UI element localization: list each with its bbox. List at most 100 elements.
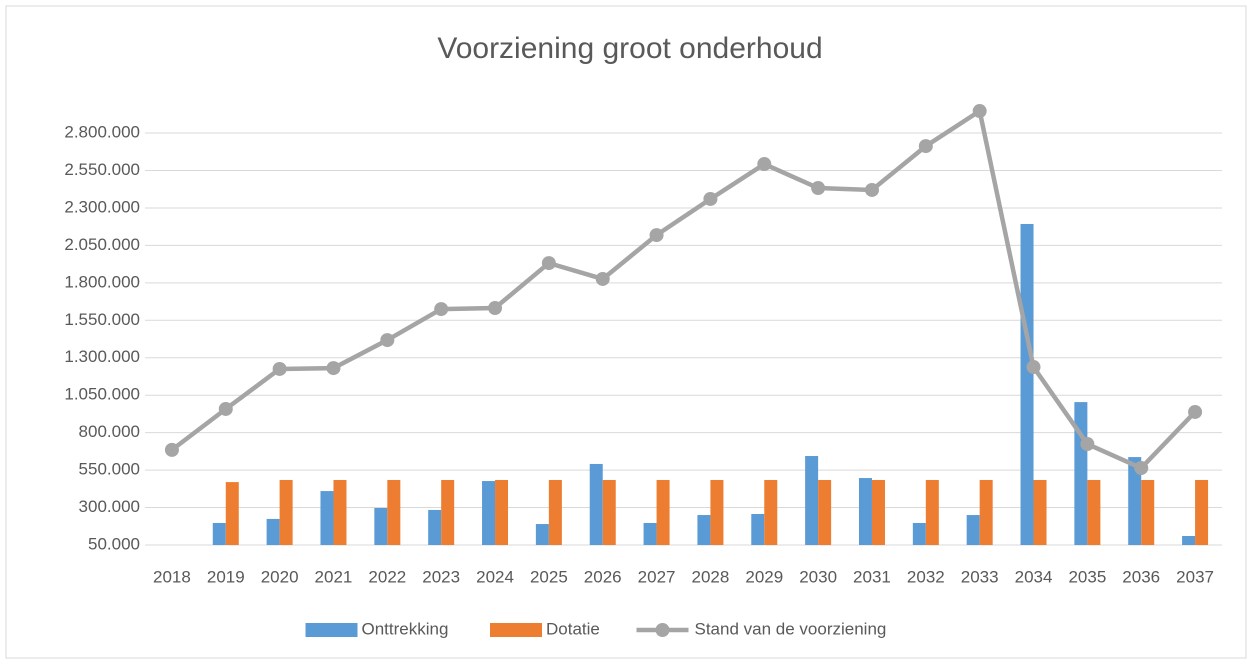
line-marker — [380, 333, 395, 348]
bar — [320, 491, 334, 545]
y-tick-label: 800.000 — [79, 422, 140, 441]
x-tick-label: 2019 — [207, 567, 245, 586]
bar — [602, 479, 616, 545]
chart-border — [5, 5, 1247, 659]
bar — [643, 522, 657, 545]
x-tick-label: 2032 — [907, 567, 945, 586]
y-tick-label: 550.000 — [79, 460, 140, 479]
y-tick-label: 50.000 — [88, 534, 140, 553]
bar — [548, 479, 562, 545]
bar — [589, 463, 603, 545]
line — [170, 107, 1197, 471]
bar — [1087, 479, 1101, 545]
x-tick-label: 2035 — [1068, 567, 1106, 586]
bar — [710, 479, 724, 545]
legend-swatch — [305, 623, 358, 637]
line-marker — [326, 361, 341, 376]
x-tick-label: 2023 — [422, 567, 460, 586]
y-tick-label: 1.800.000 — [64, 272, 140, 291]
x-tick-label: 2025 — [530, 567, 568, 586]
legend-label: Stand van de voorziening — [695, 619, 887, 638]
y-tick-label: 2.800.000 — [64, 123, 140, 142]
y-tick-label: 300.000 — [79, 497, 140, 516]
y-tick-label: 2.300.000 — [64, 197, 140, 216]
line-marker — [595, 271, 610, 286]
x-tick-label: 2029 — [745, 567, 783, 586]
bar — [482, 481, 496, 545]
x-tick-label: 2031 — [853, 567, 891, 586]
y-tick-label: 1.050.000 — [64, 385, 140, 404]
y-tick-label: 1.300.000 — [64, 347, 140, 366]
bar — [925, 479, 939, 545]
bar — [1020, 223, 1034, 545]
x-tick-label: 2033 — [961, 567, 999, 586]
bar — [387, 479, 401, 545]
bar — [858, 478, 872, 545]
bar — [656, 479, 670, 545]
bar — [871, 479, 885, 545]
bar — [535, 524, 549, 545]
bar — [966, 515, 980, 545]
line-marker — [703, 191, 718, 206]
bar — [441, 479, 455, 545]
line-marker — [1188, 404, 1203, 419]
bar — [764, 479, 778, 545]
line-marker — [864, 182, 879, 197]
chart-title: Voorziening groot onderhoud — [437, 32, 822, 65]
line-marker — [218, 401, 233, 416]
legend-label: Dotatie — [546, 619, 600, 638]
bar — [818, 479, 832, 545]
x-tick-label: 2024 — [476, 567, 514, 586]
x-tick-label: 2026 — [584, 567, 622, 586]
x-tick-label: 2030 — [799, 567, 837, 586]
bar — [1128, 457, 1142, 545]
line-marker — [1134, 461, 1149, 476]
line-marker — [757, 157, 772, 172]
bar — [279, 479, 293, 545]
bar — [1195, 479, 1209, 545]
line-marker — [488, 301, 503, 316]
bar — [333, 479, 347, 545]
bar — [979, 479, 993, 545]
line-marker — [918, 139, 933, 154]
line-marker — [1026, 360, 1041, 375]
bar — [374, 507, 388, 545]
x-tick-label: 2027 — [638, 567, 676, 586]
x-tick-label: 2020 — [261, 567, 299, 586]
y-tick-label: 1.550.000 — [64, 310, 140, 329]
bar — [751, 513, 765, 545]
line-marker — [164, 442, 179, 457]
bar — [1033, 479, 1047, 545]
x-tick-label: 2034 — [1015, 567, 1053, 586]
x-tick-label: 2036 — [1122, 567, 1160, 586]
line-marker — [972, 104, 987, 119]
bar — [266, 518, 280, 545]
x-tick-label: 2022 — [368, 567, 406, 586]
x-tick-label: 2037 — [1176, 567, 1214, 586]
line-marker — [649, 228, 664, 243]
bar — [912, 522, 926, 545]
bar — [428, 509, 442, 545]
line-marker — [434, 302, 449, 317]
bar — [1141, 479, 1155, 545]
legend-swatch — [490, 623, 542, 637]
bar — [1074, 402, 1088, 545]
legend-swatch — [655, 623, 670, 637]
legend-label: Onttrekking — [362, 619, 449, 638]
x-tick-label: 2021 — [315, 567, 353, 586]
x-tick-label: 2028 — [692, 567, 730, 586]
bar — [225, 482, 239, 545]
y-tick-label: 2.550.000 — [64, 160, 140, 179]
bar — [697, 515, 711, 545]
y-tick-label: 2.050.000 — [64, 235, 140, 254]
bar — [495, 479, 509, 545]
line-marker — [541, 256, 556, 271]
line-marker — [272, 361, 287, 376]
line-marker — [811, 181, 826, 196]
bar — [805, 456, 819, 545]
bar — [1182, 536, 1196, 545]
x-tick-label: 2018 — [153, 567, 191, 586]
bar — [212, 522, 226, 545]
line-marker — [1080, 437, 1095, 452]
